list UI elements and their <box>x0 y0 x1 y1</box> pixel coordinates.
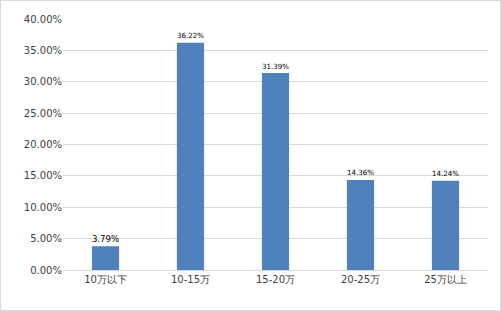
svg-text:15.00%: 15.00% <box>24 170 62 181</box>
svg-text:36.22%: 36.22% <box>177 31 204 40</box>
svg-text:14.36%: 14.36% <box>347 168 374 177</box>
svg-text:15-20万: 15-20万 <box>256 274 295 285</box>
svg-text:35.00%: 35.00% <box>24 45 62 56</box>
svg-text:10-15万: 10-15万 <box>171 274 210 285</box>
svg-text:14.24%: 14.24% <box>432 169 459 178</box>
svg-text:5.00%: 5.00% <box>30 233 62 244</box>
svg-text:20-25万: 20-25万 <box>341 274 380 285</box>
svg-text:25.00%: 25.00% <box>24 108 62 119</box>
svg-text:10万以下: 10万以下 <box>84 274 127 285</box>
svg-text:31.39%: 31.39% <box>262 62 289 71</box>
svg-text:0.00%: 0.00% <box>30 265 62 276</box>
svg-text:10.00%: 10.00% <box>24 202 62 213</box>
svg-text:40.00%: 40.00% <box>24 14 62 25</box>
svg-text:3.79%: 3.79% <box>92 234 119 244</box>
svg-text:30.00%: 30.00% <box>24 76 62 87</box>
svg-text:20.00%: 20.00% <box>24 139 62 150</box>
svg-text:25万以上: 25万以上 <box>424 274 467 285</box>
